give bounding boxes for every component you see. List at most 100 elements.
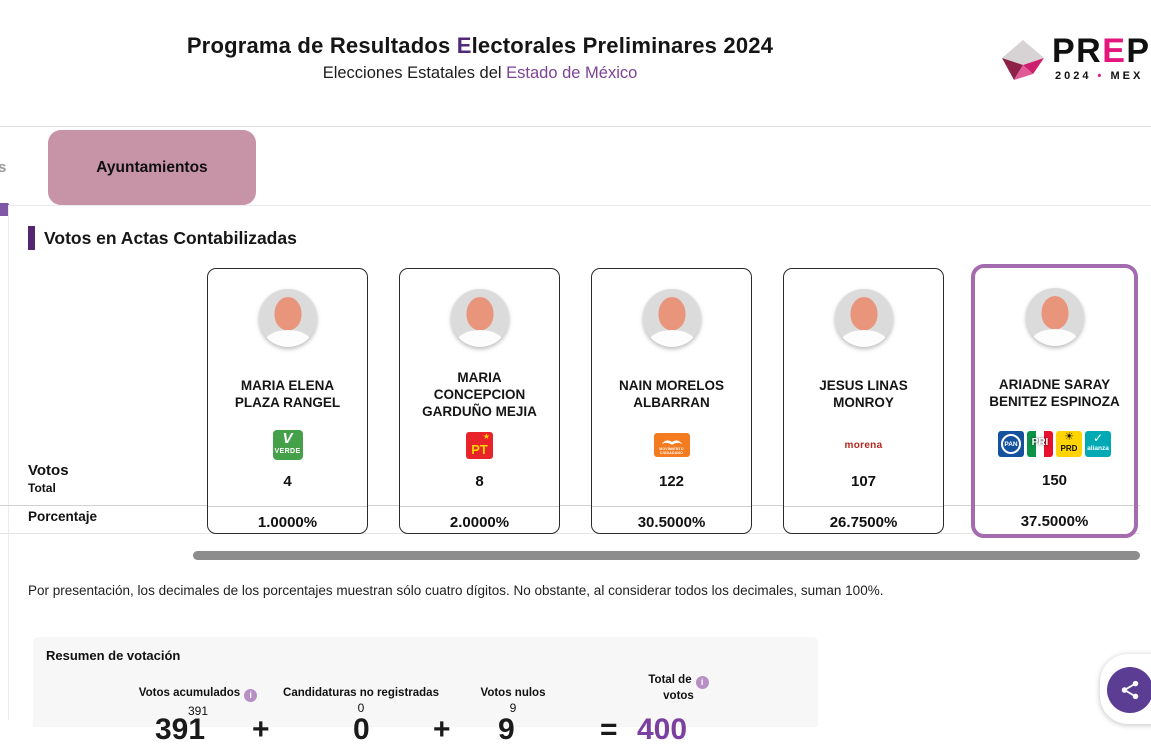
pt-label: PT [471, 441, 488, 457]
avatar-shoulders [648, 330, 695, 347]
verde-party-icon: V VERDE [272, 430, 303, 460]
votes-value: 107 [850, 473, 877, 490]
summary-candidaturas-no-registradas: Candidaturas no registradas 0 [281, 687, 441, 715]
summary-value: 0 [357, 701, 365, 715]
summary-title: Resumen de votación [46, 648, 181, 663]
section-accent-bar [28, 226, 35, 250]
pri-green-stripe [1027, 431, 1036, 457]
prep-dot: • [1097, 70, 1105, 82]
avatar-head-icon [1041, 296, 1068, 329]
candidate-name: MARIA CONCEPCION GARDUÑO MEJIA [422, 369, 537, 419]
equation-total: 400 [637, 713, 688, 746]
prep-year-state: 2024 • MEX [1055, 70, 1143, 82]
info-icon[interactable]: i [244, 689, 258, 702]
candidate-card[interactable]: JESUS LINAS MONROY morena 107 26.7500% [783, 268, 944, 534]
prep-diamond-icon [1002, 40, 1044, 80]
summary-label: Candidaturas no registradas [283, 687, 439, 699]
alianza-check-icon: ✓ [1092, 431, 1104, 445]
prd-party-icon: ☀ PRD [1056, 431, 1082, 457]
avatar-head-icon [850, 297, 877, 330]
title-accent: E [456, 33, 472, 58]
summary-total-de-votos: Total de i votos [626, 673, 731, 703]
votes-value: 4 [283, 473, 292, 490]
pri-white-stripe [1035, 431, 1045, 457]
summary-value: 9 [509, 701, 517, 715]
avatar-shoulders [1031, 329, 1078, 346]
row-label-total: Total [28, 481, 56, 495]
tab-ayuntamientos[interactable]: Ayuntamientos [48, 130, 256, 205]
avatar-shoulders [456, 330, 503, 347]
party-logo-verde: V VERDE [208, 427, 367, 463]
subtitle-pre: Elecciones Estatales del [322, 64, 507, 82]
summary-label: Total de [648, 674, 692, 686]
scrollbar-thumb[interactable] [193, 551, 1140, 560]
votes-row-divider [0, 505, 1140, 506]
votes-value: 150 [1041, 472, 1068, 489]
equals-sign: = [600, 713, 618, 746]
mc-label: MOVIMIENTO CIUDADANO [659, 447, 684, 455]
percentage-value: 26.7500% [829, 514, 898, 531]
party-logo-coalition: PAN PRI ☀ PRD ✓ alianza [975, 426, 1134, 462]
verde-v-glyph: V [282, 430, 293, 447]
card-divider [592, 506, 751, 507]
decimals-note: Por presentación, los decimales de los p… [28, 583, 884, 598]
summary-votos-nulos: Votos nulos 9 [448, 687, 578, 715]
party-logo-morena: morena [784, 427, 943, 463]
results-panel [8, 205, 1151, 720]
row-label-porcentaje: Porcentaje [28, 509, 98, 524]
card-divider [208, 506, 367, 507]
party-logo-mc: MOVIMIENTO CIUDADANO [592, 427, 751, 463]
equation-no-registradas: 0 [353, 713, 370, 746]
vote-summary-panel: Resumen de votación Votos acumulados i 39… [33, 637, 818, 727]
prep-p: P [1126, 32, 1151, 70]
plus-sign: + [252, 713, 270, 746]
votes-value: 8 [475, 473, 484, 490]
candidate-name: NAIN MORELOS ALBARRAN [618, 378, 724, 410]
info-icon[interactable]: i [695, 676, 709, 689]
prep-wordmark: PREP [1052, 34, 1151, 68]
percentage-row-divider [0, 533, 1140, 534]
prep-state: MEX [1110, 70, 1144, 82]
row-label-votos: Votos [28, 462, 69, 479]
prd-label: PRD [1060, 444, 1078, 453]
tab-partial-label[interactable]: s [0, 159, 7, 176]
alianza-label: alianza [1087, 445, 1109, 452]
mc-eagle-icon [661, 440, 682, 445]
pri-label: PRI [1031, 437, 1049, 448]
candidate-card[interactable]: MARIA CONCEPCION GARDUÑO MEJIA ★ PT 8 2.… [399, 268, 560, 534]
pt-star-icon: ★ [482, 431, 490, 441]
subtitle-state: Estado de México [506, 64, 638, 82]
percentage-value: 2.0000% [449, 514, 510, 531]
title-pre: Programa de Resultados [186, 33, 457, 58]
horizontal-scrollbar[interactable] [193, 551, 1140, 560]
share-icon [1121, 680, 1139, 700]
share-widget [1100, 654, 1151, 724]
page-title: Programa de Resultados Electorales Preli… [0, 33, 960, 59]
pri-red-stripe [1044, 431, 1053, 457]
summary-label: Votos acumulados [138, 687, 241, 699]
candidate-avatar [1025, 288, 1084, 346]
candidate-card-leading[interactable]: ARIADNE SARAY BENITEZ ESPINOZA PAN PRI ☀… [971, 264, 1138, 538]
party-logo-pt: ★ PT [400, 427, 559, 463]
prep-year: 2024 [1055, 70, 1092, 82]
summary-equation-row: 391 + 0 + 9 = 400 [0, 713, 850, 753]
share-button[interactable] [1107, 667, 1151, 713]
candidate-card[interactable]: MARIA ELENA PLAZA RANGEL V VERDE 4 1.000… [207, 268, 368, 534]
card-divider [975, 505, 1134, 506]
candidate-card[interactable]: NAIN MORELOS ALBARRAN MOVIMIENTO CIUDADA… [591, 268, 752, 534]
percentage-value: 1.0000% [257, 514, 318, 531]
pan-party-icon: PAN [998, 431, 1024, 457]
pri-party-icon: PRI [1027, 431, 1053, 457]
prd-sun-icon: ☀ [1064, 431, 1074, 443]
percentage-value: 30.5000% [637, 514, 706, 531]
app-header: Programa de Resultados Electorales Preli… [0, 0, 1151, 127]
percentage-value: 37.5000% [1020, 513, 1089, 530]
plus-sign: + [433, 713, 451, 746]
partial-element [0, 203, 9, 216]
card-divider [784, 506, 943, 507]
prep-e: E [1102, 32, 1127, 70]
morena-wordmark: morena [844, 439, 883, 451]
prep-pr: PR [1052, 32, 1103, 70]
avatar-shoulders [264, 330, 311, 347]
candidate-avatar [642, 289, 701, 347]
